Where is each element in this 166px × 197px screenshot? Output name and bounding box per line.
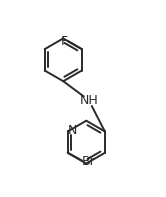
Text: NH: NH bbox=[79, 94, 98, 107]
Text: Br: Br bbox=[82, 155, 96, 168]
Text: F: F bbox=[61, 35, 68, 48]
Text: N: N bbox=[68, 124, 77, 137]
